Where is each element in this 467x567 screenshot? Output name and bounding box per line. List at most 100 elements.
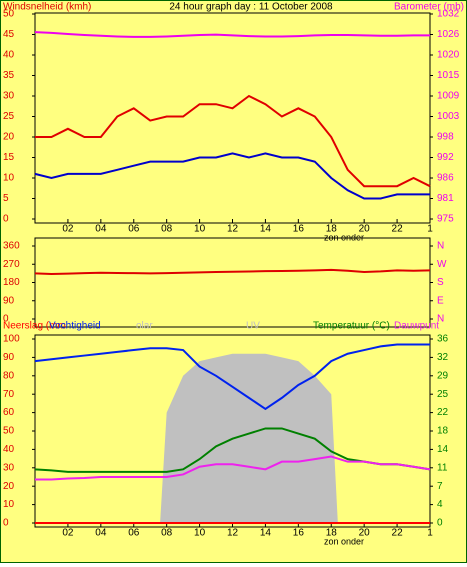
y-tick-label: 25: [3, 111, 15, 122]
y2-tick-label: 32: [437, 352, 449, 363]
y2-tick-label: 998: [437, 132, 454, 143]
x-tick-label: 22: [392, 224, 404, 235]
line: [35, 455, 431, 481]
x-tick-label: 14: [260, 224, 272, 235]
y2-tick-label: N: [437, 241, 444, 252]
y-tick-label: 0: [3, 518, 9, 529]
y-axis-title: Windsnelheid (kmh): [3, 2, 91, 13]
x-tick-label: 06: [128, 528, 140, 539]
x-tick-label: 10: [194, 528, 206, 539]
line: [34, 268, 431, 275]
y-tick-label: 5: [3, 193, 9, 204]
y-tick-label: 15: [3, 152, 15, 163]
y-tick-label: 30: [3, 462, 15, 473]
x-tick-label: 20: [359, 528, 371, 539]
legend-label: UV: [246, 321, 260, 332]
y2-tick-label: N: [437, 314, 444, 325]
y-tick-label: 60: [3, 407, 15, 418]
y2-tick-label: 986: [437, 173, 454, 184]
x-tick-label: 22: [392, 528, 404, 539]
y-tick-label: 90: [3, 295, 15, 306]
y-tick-label: 50: [3, 9, 15, 20]
x-tick-label: 14: [260, 528, 272, 539]
y2-tick-label: 36: [437, 334, 449, 345]
y2-tick-label: 4: [437, 499, 443, 510]
x-tick-label: 1: [427, 528, 433, 539]
area: [160, 353, 338, 523]
y-tick-label: 20: [3, 481, 15, 492]
y-tick-label: 20: [3, 132, 15, 143]
plot-frame: [34, 237, 431, 328]
y-tick-label: 0: [3, 214, 9, 225]
legend-label: olar: [136, 321, 153, 332]
y2-tick-label: 0: [437, 518, 443, 529]
line: [34, 152, 430, 200]
legend-label: Vochtigheid: [49, 321, 101, 332]
x-tick-label: 04: [95, 224, 107, 235]
y-tick-label: 100: [3, 334, 20, 345]
x-tick-label: 18: [326, 224, 338, 235]
y2-tick-label: 975: [437, 214, 454, 225]
y2-tick-label: 22: [437, 407, 449, 418]
y2-tick-label: 1009: [437, 91, 460, 102]
y2-tick-label: W: [437, 259, 447, 270]
y-tick-label: 90: [3, 352, 15, 363]
y2-tick-label: 25: [437, 389, 449, 400]
y2-tick-label: 29: [437, 370, 449, 381]
y-tick-label: 360: [3, 241, 20, 252]
line: [34, 31, 430, 38]
x-tick-label: 18: [326, 528, 338, 539]
legend-label: Dauwpunt: [394, 321, 439, 332]
y2-tick-label: 7: [437, 481, 443, 492]
y-tick-label: 45: [3, 29, 15, 40]
line: [34, 343, 430, 411]
y-tick-label: 80: [3, 370, 15, 381]
y-tick-label: 40: [3, 444, 15, 455]
x-tick-label: 10: [194, 224, 206, 235]
y2-tick-label: 1026: [437, 29, 460, 40]
y2-tick-label: 1003: [437, 111, 460, 122]
x-tick-label: 12: [227, 224, 239, 235]
y-tick-label: 30: [3, 91, 15, 102]
annotation: zon onder: [324, 536, 364, 546]
x-tick-label: 08: [161, 528, 173, 539]
y-tick-label: 10: [3, 173, 15, 184]
y2-tick-label: 1015: [437, 70, 460, 81]
y-tick-label: 270: [3, 259, 20, 270]
line: [35, 94, 431, 188]
y2-tick-label: E: [437, 295, 444, 306]
x-tick-label: 16: [293, 528, 305, 539]
legend-label: Temperatuur (°C): [313, 321, 390, 332]
chart-title: 24 hour graph day : 11 October 2008: [169, 2, 333, 13]
x-tick-label: 1: [427, 224, 433, 235]
x-tick-label: 16: [293, 224, 305, 235]
x-tick-label: 08: [161, 224, 173, 235]
x-tick-label: 20: [359, 224, 371, 235]
y-tick-label: 40: [3, 50, 15, 61]
x-tick-label: 04: [95, 528, 107, 539]
y-tick-label: 180: [3, 277, 20, 288]
x-tick-label: 02: [62, 224, 74, 235]
x-tick-label: 12: [227, 528, 239, 539]
y-tick-label: 10: [3, 499, 15, 510]
y2-tick-label: 981: [437, 193, 454, 204]
x-tick-label: 02: [62, 528, 74, 539]
plot-frame: [34, 12, 431, 224]
y2-tick-label: S: [437, 277, 444, 288]
y2-tick-label: 1020: [437, 50, 460, 61]
y2-axis-title: Barometer (mb): [394, 2, 464, 13]
x-tick-label: 06: [128, 224, 140, 235]
y2-tick-label: 14: [437, 444, 449, 455]
y2-tick-label: 18: [437, 426, 449, 437]
y2-tick-label: 992: [437, 152, 454, 163]
y2-tick-label: 1032: [437, 9, 460, 20]
annotation: zon onder: [324, 232, 364, 242]
y-tick-label: 35: [3, 70, 15, 81]
y-tick-label: 70: [3, 389, 15, 400]
y2-tick-label: 11: [437, 462, 448, 473]
y-tick-label: 0: [3, 314, 9, 325]
y-tick-label: 50: [3, 426, 15, 437]
legend-label: Neerslag (mm: [3, 321, 66, 332]
